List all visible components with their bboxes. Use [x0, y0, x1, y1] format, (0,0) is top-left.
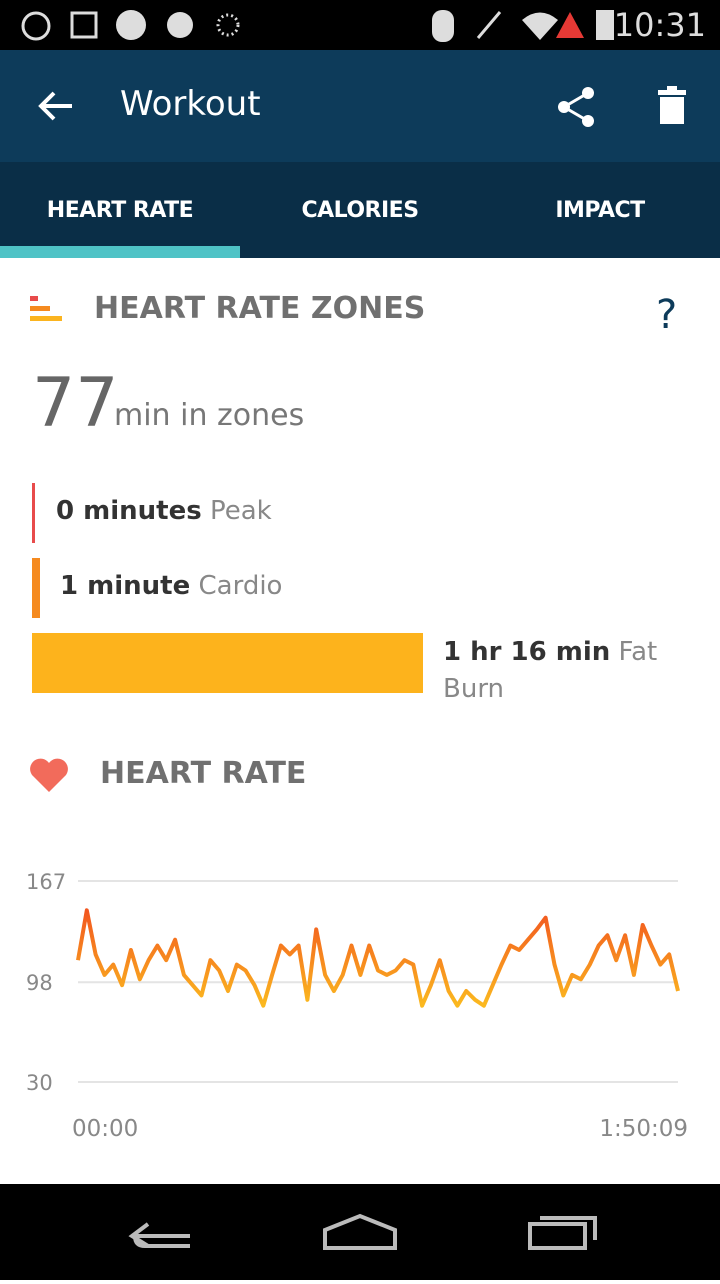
tab[interactable]: CALORIES — [301, 198, 419, 223]
zone-name: Cardio — [198, 571, 283, 601]
title: Workout — [120, 84, 261, 124]
nav-icons — [128, 1213, 597, 1250]
share-button[interactable] — [556, 86, 596, 128]
zone-name: Fat Burn — [443, 637, 658, 704]
heart-rate-line — [76, 908, 680, 1008]
section-title: HEART RATE — [100, 756, 307, 791]
peak-bar — [32, 483, 35, 543]
clock: 10:31 — [613, 6, 706, 44]
heart-rate-chart: 30 98 167 00:00 1:50:09 — [26, 870, 688, 1142]
zone-amount: 0 minutes — [56, 496, 202, 526]
zone-label: 1 minute Cardio — [60, 571, 282, 601]
x-tick-label: 1:50:09 — [599, 1116, 688, 1142]
heart-icon — [30, 758, 68, 792]
zone-label: 0 minutes Peak — [56, 496, 272, 526]
y-tick-label: 98 — [26, 971, 53, 995]
y-tick-label: 30 — [26, 1071, 53, 1095]
help-button[interactable]: ? — [656, 292, 678, 338]
cardio-bar — [32, 558, 40, 618]
total-unit: min in zones — [114, 398, 305, 433]
y-tick-label: 167 — [26, 870, 66, 894]
zones-icon — [30, 296, 62, 321]
zone-label: 1 hr 16 min Fat Burn — [443, 634, 673, 708]
tab[interactable]: HEART RATE — [46, 198, 194, 223]
app-bar: Workout — [0, 50, 720, 162]
section-title: HEART RATE ZONES — [94, 291, 426, 326]
zone-name: Peak — [209, 496, 272, 526]
back-button[interactable] — [36, 88, 76, 124]
total-minutes: 77 — [32, 364, 119, 443]
tab-bar: HEART RATE CALORIES IMPACT — [0, 162, 720, 258]
nav-bar — [0, 1184, 720, 1280]
delete-button[interactable] — [656, 86, 688, 126]
zone-amount: 1 minute — [60, 571, 191, 601]
fat-burn-bar — [32, 633, 423, 693]
x-tick-label: 00:00 — [72, 1116, 138, 1142]
tab[interactable]: IMPACT — [555, 198, 645, 223]
tab-indicator — [0, 246, 240, 258]
status-icons — [21, 10, 614, 42]
status-bar: 10:31 — [0, 0, 720, 50]
zone-amount: 1 hr 16 min — [443, 637, 611, 667]
